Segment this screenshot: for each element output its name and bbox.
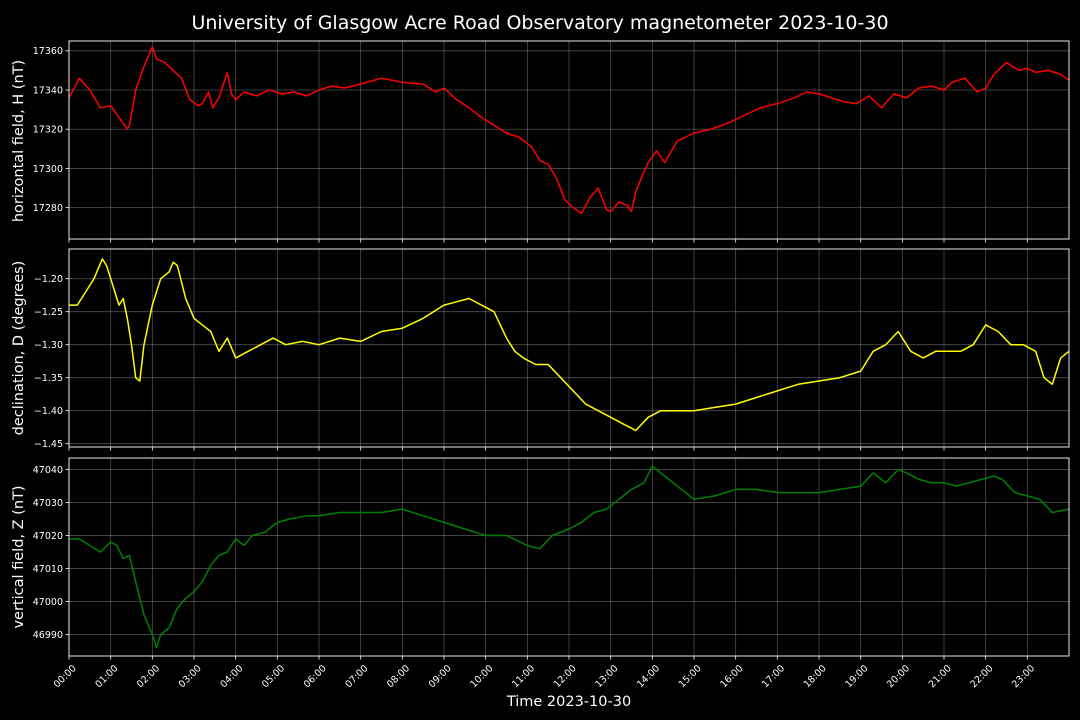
vertical-field-value-tick-label: 47000: [33, 597, 63, 608]
horizontal-field-axis-label: horizontal field, H (nT): [11, 60, 27, 222]
declination-value-tick-label: −1.40: [34, 406, 63, 417]
vertical-field-axes-frame: [68, 457, 1070, 657]
vertical-field-value-tick-label: 46990: [33, 630, 63, 641]
horizontal-field-value-tick-label: 17300: [33, 164, 63, 175]
declination-value-tick-label: −1.25: [34, 307, 63, 318]
declination-value-tick-label: −1.30: [34, 340, 63, 351]
horizontal-field-value-tick-label: 17280: [33, 203, 63, 214]
declination-axis-label: declination, D (degrees): [11, 261, 27, 436]
declination-value-tick-label: −1.45: [34, 439, 63, 450]
vertical-field-value-tick-label: 47020: [33, 531, 63, 542]
figure-title: University of Glasgow Acre Road Observat…: [191, 12, 888, 34]
horizontal-field-value-tick-label: 17320: [33, 125, 63, 136]
declination-series-line: [69, 258, 1070, 432]
vertical-field-series-line: [69, 465, 1070, 649]
declination-panel: declination, D (degrees) −1.45 −1.40 −1.35…: [11, 248, 1070, 451]
vertical-field-value-tick-label: 47030: [33, 498, 63, 509]
vertical-field-value-tick-label: 47040: [33, 465, 63, 476]
time-axis-label: Time 2023-10-30: [506, 694, 631, 710]
horizontal-field-value-tick-label: 17340: [33, 85, 63, 96]
horizontal-field-value-tick-label: 17360: [33, 46, 63, 57]
horizontal-field-series-line: [68, 46, 1070, 215]
horizontal-field-axes-frame: [68, 40, 1070, 240]
declination-value-tick-label: −1.20: [34, 274, 63, 285]
vertical-field-axis-label: vertical field, Z (nT): [11, 485, 27, 628]
declination-axes-frame: [68, 248, 1070, 448]
declination-value-tick-label: −1.35: [34, 373, 63, 384]
horizontal-field-panel: horizontal field, H (nT) 17280 17300 17320…: [11, 40, 1070, 243]
vertical-field-value-tick-label: 47010: [33, 564, 63, 575]
